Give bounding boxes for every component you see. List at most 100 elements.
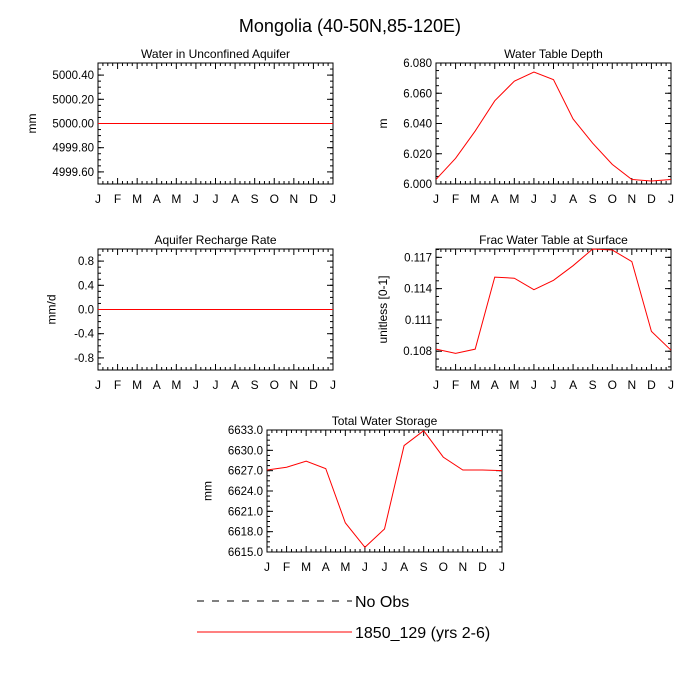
x-tick-label: J: [499, 560, 505, 574]
y-tick-label: -0.4: [74, 329, 94, 341]
x-tick-label: J: [531, 192, 537, 206]
x-tick-label: M: [470, 192, 480, 206]
x-tick-label: M: [301, 560, 311, 574]
x-tick-label: S: [251, 378, 259, 392]
y-tick-label: 6627.0: [228, 466, 263, 478]
y-tick-label: 5000.40: [52, 70, 94, 82]
x-tick-label: S: [589, 192, 597, 206]
y-tick-label: 6618.0: [228, 527, 263, 539]
series-line-1850-129-yrs-2-6: [435, 71, 672, 182]
y-tick-label: 6624.0: [228, 486, 263, 498]
series-line-1850-129-yrs-2-6: [435, 248, 672, 354]
x-tick-label: N: [289, 192, 298, 206]
y-tick-label: 0.4: [78, 280, 95, 292]
x-tick-label: S: [589, 378, 597, 392]
x-tick-label: A: [569, 192, 577, 206]
panel-title: Water Table Depth: [504, 47, 603, 61]
x-tick-label: F: [452, 192, 459, 206]
x-tick-label: O: [608, 378, 617, 392]
plot-frame: [435, 248, 672, 371]
x-tick-label: J: [213, 192, 219, 206]
x-tick-label: F: [114, 378, 121, 392]
x-tick-label: J: [213, 378, 219, 392]
x-tick-label: J: [193, 192, 199, 206]
legend: No Obs 1850_129 (yrs 2-6): [197, 594, 490, 642]
y-axis-label: mm: [25, 114, 39, 134]
x-tick-label: M: [470, 378, 480, 392]
x-tick-label: J: [668, 192, 674, 206]
y-tick-label: 0.117: [404, 252, 432, 264]
y-tick-label: 6.000: [403, 179, 432, 191]
y-tick-label: -0.8: [74, 353, 94, 365]
panel-title: Total Water Storage: [332, 414, 438, 428]
x-tick-label: N: [458, 560, 467, 574]
x-tick-label: A: [491, 192, 499, 206]
x-tick-label: A: [400, 560, 408, 574]
x-tick-label: J: [668, 378, 674, 392]
y-axis-label: mm/d: [45, 295, 59, 325]
x-tick-label: A: [231, 192, 239, 206]
x-tick-label: O: [608, 192, 617, 206]
y-tick-label: 5000.00: [52, 119, 94, 131]
x-tick-label: M: [340, 560, 350, 574]
x-tick-label: J: [551, 378, 557, 392]
x-tick-label: D: [309, 378, 318, 392]
y-tick-label: 6615.0: [228, 547, 263, 559]
x-tick-label: A: [153, 378, 161, 392]
panel-title: Water in Unconfined Aquifer: [141, 47, 290, 61]
plot-frame: [266, 429, 503, 553]
x-tick-label: J: [551, 192, 557, 206]
x-tick-label: D: [478, 560, 487, 574]
x-tick-label: D: [309, 192, 318, 206]
x-tick-label: D: [647, 192, 656, 206]
x-tick-label: A: [153, 192, 161, 206]
x-tick-label: A: [231, 378, 239, 392]
y-tick-label: 6633.0: [228, 425, 263, 437]
x-tick-label: N: [627, 192, 636, 206]
y-tick-label: 0.111: [405, 315, 432, 327]
x-tick-label: S: [420, 560, 428, 574]
legend-label-model-run: 1850_129 (yrs 2-6): [355, 625, 490, 642]
y-tick-label: 4999.60: [52, 167, 94, 179]
x-tick-label: A: [491, 378, 499, 392]
panel-title: Aquifer Recharge Rate: [154, 233, 276, 247]
x-tick-label: F: [114, 192, 121, 206]
x-tick-label: S: [251, 192, 259, 206]
x-tick-label: M: [132, 192, 142, 206]
x-tick-label: O: [270, 378, 279, 392]
x-tick-label: N: [289, 378, 298, 392]
x-tick-label: J: [362, 560, 368, 574]
legend-label-no-obs: No Obs: [355, 594, 409, 611]
x-tick-label: J: [193, 378, 199, 392]
y-tick-label: 6.020: [403, 149, 432, 161]
x-tick-label: F: [283, 560, 290, 574]
x-tick-label: M: [171, 378, 181, 392]
x-tick-label: M: [132, 378, 142, 392]
y-tick-label: 0.8: [78, 256, 94, 268]
x-tick-label: M: [171, 192, 181, 206]
y-axis-label: mm: [200, 481, 214, 501]
x-tick-label: J: [95, 378, 101, 392]
x-tick-label: F: [452, 378, 459, 392]
x-tick-label: M: [509, 192, 519, 206]
y-tick-label: 6621.0: [228, 506, 263, 518]
plot-frame: [435, 62, 672, 185]
y-tick-label: 6.060: [403, 88, 432, 100]
y-tick-label: 5000.20: [52, 94, 94, 106]
x-tick-label: O: [270, 192, 279, 206]
y-axis-label: unitless [0-1]: [376, 275, 390, 343]
x-tick-label: J: [433, 378, 439, 392]
y-axis-label: m: [376, 119, 390, 129]
x-tick-label: J: [95, 192, 101, 206]
x-tick-label: A: [322, 560, 330, 574]
y-tick-label: 0.0: [78, 305, 94, 317]
figure-title: Mongolia (40-50N,85-120E): [239, 16, 461, 36]
x-tick-label: J: [382, 560, 388, 574]
x-tick-label: D: [647, 378, 656, 392]
panel-title: Frac Water Table at Surface: [479, 233, 628, 247]
